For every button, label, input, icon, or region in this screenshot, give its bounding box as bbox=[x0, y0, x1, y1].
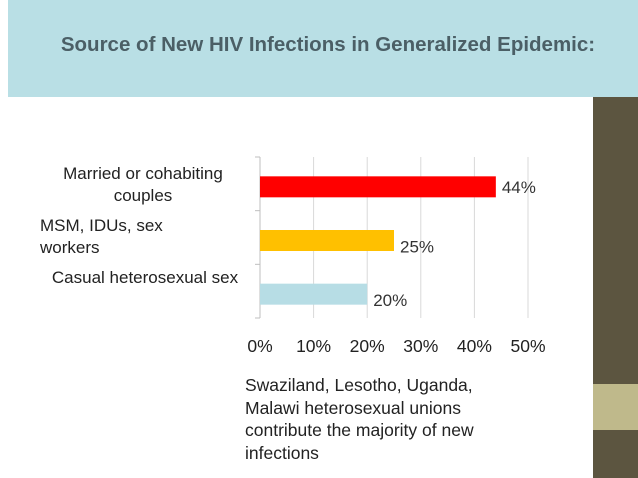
data-label: 25% bbox=[400, 238, 434, 257]
x-tick-label: 20% bbox=[350, 336, 385, 356]
bar bbox=[260, 283, 368, 305]
data-label: 20% bbox=[373, 291, 407, 310]
x-tick-label: 50% bbox=[510, 336, 545, 356]
side-strip-dark-bottom bbox=[593, 430, 638, 478]
x-tick-label: 0% bbox=[247, 336, 272, 356]
x-tick-label: 30% bbox=[403, 336, 438, 356]
side-strip-dark bbox=[593, 97, 638, 384]
x-tick-label: 10% bbox=[296, 336, 331, 356]
bar bbox=[260, 230, 394, 251]
category-label-casual: Casual heterosexual sex bbox=[51, 268, 239, 287]
slide-title: Source of New HIV Infections in Generali… bbox=[60, 33, 596, 56]
data-label: 44% bbox=[502, 178, 536, 197]
category-label-msm: MSM, IDUs, sex workers bbox=[40, 216, 163, 257]
category-label-married: Married or cohabiting couples bbox=[63, 164, 223, 205]
bar bbox=[260, 176, 496, 198]
x-tick-label: 40% bbox=[457, 336, 492, 356]
side-strip-light bbox=[593, 384, 638, 430]
title-bar: Source of New HIV Infections in Generali… bbox=[8, 0, 638, 97]
footnote: Swaziland, Lesotho, Uganda, Malawi heter… bbox=[245, 375, 474, 463]
